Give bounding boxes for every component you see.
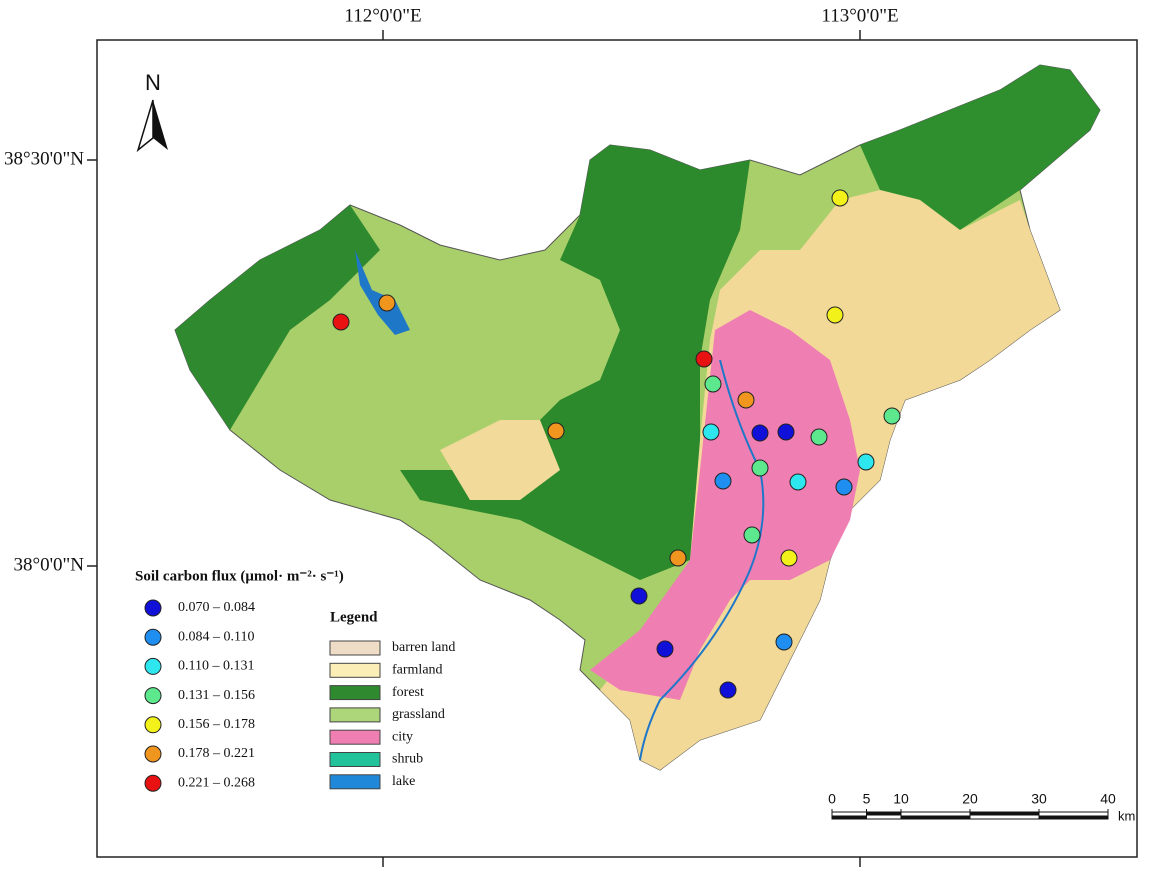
latitude-label: 38°30'0"N	[4, 148, 84, 169]
sample-point	[789, 473, 807, 491]
sample-point	[831, 189, 849, 207]
landcover-legend-swatch	[329, 640, 381, 656]
flux-legend-label: 0.084 – 0.110	[178, 629, 254, 644]
scale-bar-label: 30	[1031, 791, 1047, 807]
landcover-legend-swatch	[329, 774, 381, 790]
sample-point	[704, 375, 722, 393]
farmland-area	[440, 420, 560, 500]
graticule-ticks	[87, 30, 861, 867]
scale-bar-segment	[832, 815, 867, 819]
sample-point	[835, 478, 853, 496]
landcover-legend-title: Legend	[330, 609, 378, 625]
flux-legend-swatch	[144, 657, 162, 675]
longitude-label: 112°0'0"E	[344, 5, 421, 26]
flux-legend-swatch	[144, 745, 162, 763]
scale-bar-label: 0	[828, 791, 836, 807]
sample-point	[751, 459, 769, 477]
scale-bar-segment	[970, 812, 1039, 816]
flux-legend-label: 0.131 – 0.156	[178, 688, 255, 703]
landcover-legend-swatch	[329, 752, 381, 767]
sample-point	[702, 423, 720, 441]
flux-legend-label: 0.221 – 0.268	[178, 775, 255, 790]
sample-point	[777, 423, 795, 441]
north-arrow	[153, 100, 168, 150]
sample-point	[810, 428, 828, 446]
scale-bar-label: 20	[962, 791, 978, 807]
sample-point	[695, 350, 713, 368]
flux-legend-swatch	[144, 774, 162, 792]
flux-legend-swatch	[144, 716, 162, 734]
landcover-legend-swatch	[329, 685, 381, 701]
sample-point	[332, 313, 350, 331]
sample-point	[883, 407, 901, 425]
sample-point	[719, 681, 737, 699]
sample-point	[775, 633, 793, 651]
sample-point	[547, 422, 565, 440]
scale-bar-segment	[901, 815, 970, 819]
flux-legend-label: 0.156 – 0.178	[178, 717, 255, 732]
sample-point	[857, 453, 875, 471]
sample-point	[669, 549, 687, 567]
scale-bar-segment	[866, 812, 901, 816]
sample-point	[737, 391, 755, 409]
flux-legend-label: 0.070 – 0.084	[178, 600, 255, 615]
landcover-legend-swatch	[329, 729, 381, 745]
scale-bar-segment	[1039, 815, 1108, 819]
landcover-legend-label: city	[392, 729, 413, 744]
flux-legend-swatch	[144, 687, 162, 705]
north-label: N	[145, 70, 161, 95]
sample-point	[656, 640, 674, 658]
legends: 0.070 – 0.084 0.084 – 0.110 0.110 – 0.131 0…	[144, 599, 455, 792]
forest-area	[175, 205, 380, 430]
flux-legend-swatch	[144, 599, 162, 617]
sample-points	[332, 189, 901, 699]
landcover-legend-swatch	[329, 707, 381, 723]
sample-point	[751, 424, 769, 442]
region	[174, 64, 1101, 771]
landcover-legend-label: grassland	[392, 707, 445, 722]
scale-bar-label: 10	[893, 791, 909, 807]
landcover-legend-label: forest	[392, 685, 424, 700]
landcover-legend-label: farmland	[392, 663, 443, 678]
flux-legend-swatch	[144, 628, 162, 646]
landcover-legend-label: shrub	[392, 752, 423, 767]
scale-bar-label: 5	[863, 791, 871, 807]
flux-legend-title: Soil carbon flux (μmol· m⁻²· s⁻¹)	[135, 568, 344, 584]
landcover-legend-label: lake	[392, 774, 415, 789]
river	[639, 359, 765, 761]
flux-legend-label: 0.178 – 0.221	[178, 746, 255, 761]
sample-point	[743, 526, 761, 544]
forest-area	[860, 65, 1100, 420]
sample-point	[630, 587, 648, 605]
sample-point	[780, 549, 798, 567]
scale-bar-unit: km	[1118, 808, 1135, 823]
sample-point	[378, 294, 396, 312]
scale-bar-label: 40	[1100, 791, 1116, 807]
latitude-label: 38°0'0"N	[14, 554, 85, 575]
flux-legend-label: 0.110 – 0.131	[178, 659, 254, 674]
landcover-legend-label: barren land	[392, 640, 455, 655]
city-area	[590, 310, 860, 700]
sample-point	[714, 472, 732, 490]
lake-area	[355, 250, 410, 335]
landcover-legend-swatch	[329, 662, 381, 678]
longitude-label: 113°0'0"E	[821, 5, 898, 26]
sample-point	[826, 306, 844, 324]
